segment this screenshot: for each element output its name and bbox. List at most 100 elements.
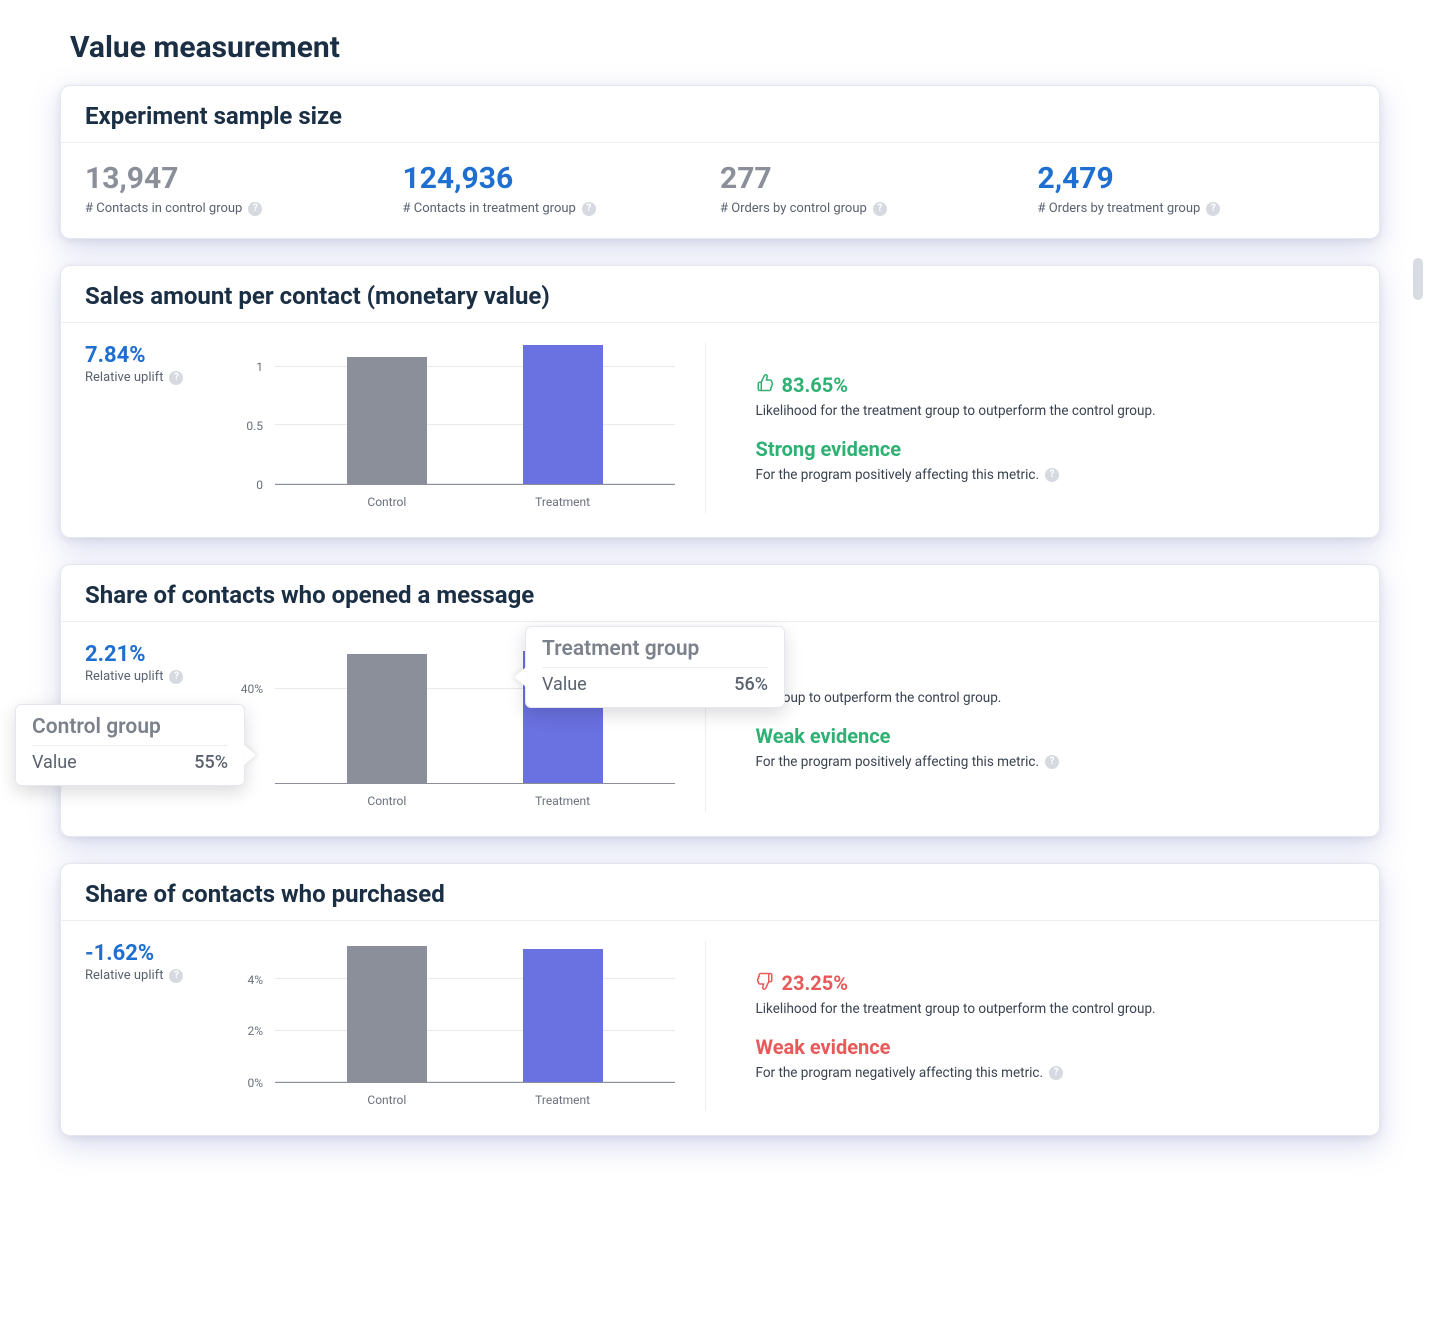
- tooltip-row: Value56%: [542, 674, 768, 695]
- thumbs-down-icon: [756, 971, 774, 995]
- evidence-title: Weak evidence: [756, 1035, 1356, 1059]
- help-icon[interactable]: ?: [169, 670, 183, 684]
- stat-value: 124,936: [403, 161, 721, 197]
- stats-row: 13,947 # Contacts in control group ? 124…: [61, 143, 1379, 238]
- metric-card: Share of contacts who opened a message2.…: [60, 564, 1380, 837]
- tooltip-control: Control group Value 55%: [15, 704, 245, 786]
- metric-body: 2.21%Relative uplift?40%ControlTreatment…: [61, 622, 1379, 836]
- bar-control[interactable]: [347, 946, 427, 1082]
- metric-left: 7.84%Relative uplift?00.51ControlTreatme…: [85, 343, 706, 513]
- uplift-value: -1.62%: [85, 941, 205, 966]
- uplift-value: 2.21%: [85, 642, 205, 667]
- tooltip-label: Value: [32, 752, 77, 773]
- stat-label-text: # Contacts in control group: [85, 201, 242, 216]
- stat-label: # Contacts in treatment group ?: [403, 201, 721, 216]
- chart-gridline: [275, 424, 675, 425]
- metric-title: Sales amount per contact (monetary value…: [61, 266, 1379, 323]
- tooltip-label: Value: [542, 674, 587, 695]
- help-icon[interactable]: ?: [1206, 202, 1220, 216]
- help-icon[interactable]: ?: [873, 202, 887, 216]
- stat-label-text: # Orders by treatment group: [1038, 201, 1201, 216]
- bar-treatment[interactable]: [523, 345, 603, 484]
- likelihood-desc: Likelihood for the treatment group to ou…: [756, 1001, 1356, 1017]
- stat-label: # Orders by treatment group ?: [1038, 201, 1356, 216]
- stat-label: # Contacts in control group ?: [85, 201, 403, 216]
- metric-body: 7.84%Relative uplift?00.51ControlTreatme…: [61, 323, 1379, 537]
- likelihood-value: 83.65%: [756, 373, 1356, 397]
- stat-value: 2,479: [1038, 161, 1356, 197]
- chart-xlabel: Treatment: [513, 1093, 613, 1107]
- stat-value: 277: [720, 161, 1038, 197]
- chart-gridline: [275, 483, 675, 484]
- sample-size-card: Experiment sample size 13,947 # Contacts…: [60, 85, 1380, 239]
- page-title: Value measurement: [70, 30, 1380, 65]
- tooltip-title: Control group: [32, 715, 228, 746]
- chart-gridline: [275, 1081, 675, 1082]
- uplift-label-text: Relative uplift: [85, 370, 163, 385]
- bar-control[interactable]: [347, 654, 427, 783]
- evidence-title: Strong evidence: [756, 437, 1356, 461]
- metric-right: 23.25% Likelihood for the treatment group…: [706, 941, 1356, 1111]
- bar-control[interactable]: [347, 357, 427, 484]
- metric-card: Share of contacts who purchased-1.62%Rel…: [60, 863, 1380, 1136]
- stat-contacts-treatment: 124,936 # Contacts in treatment group ?: [403, 161, 721, 216]
- scrollbar-thumb[interactable]: [1413, 258, 1423, 300]
- chart-ytick: 2%: [235, 1024, 269, 1038]
- uplift-value: 7.84%: [85, 343, 205, 368]
- likelihood-desc: nt group to outperform the control group…: [756, 690, 1356, 706]
- chart-gridline: [275, 1030, 675, 1031]
- stat-orders-treatment: 2,479 # Orders by treatment group ?: [1038, 161, 1356, 216]
- help-icon[interactable]: ?: [169, 969, 183, 983]
- chart-ytick: 0: [235, 478, 269, 492]
- evidence-desc: For the program negatively affecting thi…: [756, 1065, 1356, 1081]
- uplift-label: Relative uplift?: [85, 669, 205, 684]
- tooltip-pointer-icon: [244, 745, 256, 765]
- bar-chart: 00.51ControlTreatment: [235, 343, 685, 513]
- chart-xlabel: Treatment: [513, 794, 613, 808]
- sample-size-title: Experiment sample size: [61, 86, 1379, 143]
- tooltip-row: Value 55%: [32, 752, 228, 773]
- metric-right: 83.65% Likelihood for the treatment group…: [706, 343, 1356, 513]
- metric-card: Sales amount per contact (monetary value…: [60, 265, 1380, 538]
- bar-treatment[interactable]: [523, 949, 603, 1082]
- stat-label-text: # Contacts in treatment group: [403, 201, 576, 216]
- evidence-title: Weak evidence: [756, 724, 1356, 748]
- chart-plot: [275, 343, 675, 485]
- help-icon[interactable]: ?: [169, 371, 183, 385]
- bar-chart: 0%2%4%ControlTreatment: [235, 941, 685, 1111]
- stat-contacts-control: 13,947 # Contacts in control group ?: [85, 161, 403, 216]
- uplift-block: -1.62% Relative uplift?: [85, 941, 205, 1111]
- evidence-desc: For the program positively affecting thi…: [756, 754, 1356, 770]
- tooltip-value: 55%: [194, 752, 228, 773]
- evidence-desc-text: For the program positively affecting thi…: [756, 467, 1040, 483]
- stat-value: 13,947: [85, 161, 403, 197]
- metric-left: 2.21%Relative uplift?40%ControlTreatment…: [85, 642, 706, 812]
- likelihood-desc: Likelihood for the treatment group to ou…: [756, 403, 1356, 419]
- chart-ytick: 0%: [235, 1076, 269, 1090]
- help-icon[interactable]: ?: [1049, 1066, 1063, 1080]
- chart-ytick: 40%: [235, 682, 269, 696]
- help-icon[interactable]: ?: [248, 202, 262, 216]
- metric-left: -1.62%Relative uplift?0%2%4%ControlTreat…: [85, 941, 706, 1111]
- tooltip-pointer-icon: [514, 667, 526, 687]
- uplift-label-text: Relative uplift: [85, 669, 163, 684]
- evidence-desc-text: For the program negatively affecting thi…: [756, 1065, 1044, 1081]
- metric-body: -1.62%Relative uplift?0%2%4%ControlTreat…: [61, 921, 1379, 1135]
- thumbs-up-icon: [756, 373, 774, 397]
- chart-xlabel: Control: [337, 495, 437, 509]
- chart-gridline: [275, 978, 675, 979]
- chart-ytick: 0.5: [235, 419, 269, 433]
- stat-label: # Orders by control group ?: [720, 201, 1038, 216]
- stat-label-text: # Orders by control group: [720, 201, 867, 216]
- help-icon[interactable]: ?: [1045, 468, 1059, 482]
- help-icon[interactable]: ?: [1045, 755, 1059, 769]
- tooltip-treatment: Treatment groupValue56%: [525, 626, 785, 708]
- chart-xlabel: Treatment: [513, 495, 613, 509]
- likelihood-value: 23.25%: [756, 971, 1356, 995]
- help-icon[interactable]: ?: [582, 202, 596, 216]
- uplift-label: Relative uplift?: [85, 370, 205, 385]
- uplift-label-text: Relative uplift: [85, 968, 163, 983]
- evidence-desc: For the program positively affecting thi…: [756, 467, 1356, 483]
- evidence-desc-text: For the program positively affecting thi…: [756, 754, 1040, 770]
- metric-right: nt group to outperform the control group…: [706, 642, 1356, 812]
